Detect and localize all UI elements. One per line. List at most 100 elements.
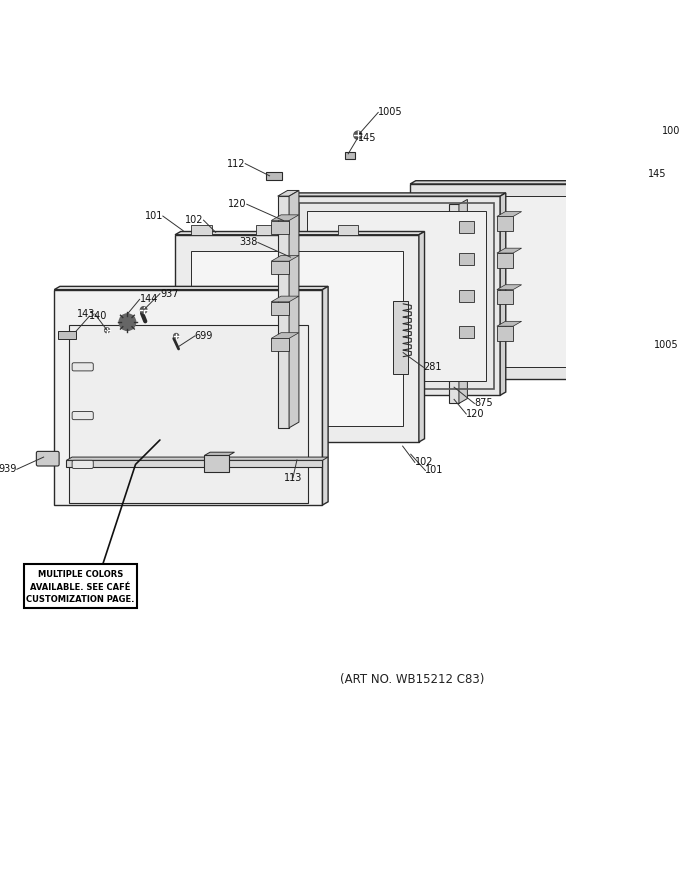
Text: 939: 939: [0, 465, 17, 474]
Text: 102: 102: [415, 458, 433, 467]
Polygon shape: [191, 442, 211, 454]
Text: 145: 145: [648, 169, 667, 180]
Polygon shape: [54, 290, 322, 505]
Polygon shape: [602, 204, 621, 219]
Polygon shape: [497, 248, 522, 253]
Polygon shape: [497, 285, 522, 290]
Text: 112: 112: [226, 158, 245, 169]
Circle shape: [634, 147, 642, 156]
Polygon shape: [205, 452, 235, 456]
FancyBboxPatch shape: [72, 412, 93, 420]
Polygon shape: [459, 221, 473, 232]
Polygon shape: [602, 282, 621, 297]
Text: 937: 937: [160, 289, 178, 298]
Bar: [265, 172, 282, 180]
Polygon shape: [277, 190, 299, 196]
Polygon shape: [67, 460, 322, 466]
Circle shape: [173, 334, 179, 339]
Text: 281: 281: [424, 363, 442, 372]
Polygon shape: [410, 184, 605, 379]
Polygon shape: [293, 196, 500, 395]
Polygon shape: [322, 286, 328, 505]
Polygon shape: [69, 325, 308, 502]
Polygon shape: [497, 216, 513, 231]
Polygon shape: [422, 196, 593, 367]
Polygon shape: [175, 231, 424, 235]
Polygon shape: [271, 333, 299, 339]
Bar: [621, 168, 630, 175]
Polygon shape: [293, 193, 506, 196]
Polygon shape: [497, 253, 513, 268]
FancyBboxPatch shape: [24, 564, 137, 608]
Text: 101: 101: [426, 466, 444, 475]
Polygon shape: [602, 313, 629, 318]
Polygon shape: [277, 196, 289, 428]
Text: MULTIPLE COLORS
AVAILABLE. SEE CAFÉ
CUSTOMIZATION PAGE.: MULTIPLE COLORS AVAILABLE. SEE CAFÉ CUST…: [26, 570, 135, 604]
Polygon shape: [271, 297, 299, 302]
Text: 338: 338: [239, 238, 258, 247]
Polygon shape: [393, 301, 407, 374]
Polygon shape: [410, 180, 611, 184]
Polygon shape: [271, 261, 289, 275]
Polygon shape: [459, 200, 467, 403]
Polygon shape: [497, 321, 522, 326]
Polygon shape: [289, 190, 299, 428]
Polygon shape: [240, 442, 260, 454]
FancyBboxPatch shape: [72, 363, 93, 370]
Polygon shape: [305, 442, 326, 454]
Circle shape: [354, 131, 362, 139]
Circle shape: [105, 328, 109, 333]
Text: 1005: 1005: [654, 340, 679, 350]
Text: 143: 143: [77, 309, 95, 319]
FancyBboxPatch shape: [72, 460, 93, 468]
Polygon shape: [271, 255, 299, 261]
Polygon shape: [497, 290, 513, 304]
Polygon shape: [271, 221, 289, 233]
Text: (ART NO. WB15212 C83): (ART NO. WB15212 C83): [340, 673, 484, 686]
Polygon shape: [497, 211, 522, 216]
Polygon shape: [602, 318, 621, 333]
Polygon shape: [271, 339, 289, 351]
Circle shape: [626, 278, 633, 285]
Polygon shape: [500, 193, 506, 395]
Polygon shape: [449, 204, 459, 403]
Polygon shape: [605, 180, 611, 379]
Circle shape: [626, 222, 633, 228]
FancyBboxPatch shape: [36, 451, 59, 466]
Text: 1005: 1005: [662, 126, 680, 136]
Text: 1005: 1005: [378, 107, 403, 117]
Polygon shape: [191, 225, 211, 235]
Text: 699: 699: [195, 331, 214, 341]
Polygon shape: [602, 276, 629, 282]
Polygon shape: [256, 225, 277, 235]
Polygon shape: [419, 231, 424, 442]
Text: 120: 120: [466, 409, 485, 419]
Polygon shape: [271, 302, 289, 315]
Polygon shape: [191, 251, 403, 426]
Polygon shape: [307, 211, 486, 381]
Polygon shape: [175, 235, 419, 442]
Text: 113: 113: [284, 473, 302, 483]
Polygon shape: [54, 286, 328, 290]
Polygon shape: [602, 200, 629, 204]
Polygon shape: [459, 326, 473, 339]
Polygon shape: [459, 253, 473, 265]
Polygon shape: [497, 326, 513, 341]
Polygon shape: [602, 241, 621, 255]
Bar: [58, 331, 76, 339]
Polygon shape: [337, 225, 358, 235]
Bar: [345, 152, 355, 158]
Text: 120: 120: [228, 199, 247, 209]
Polygon shape: [67, 457, 328, 460]
Text: 140: 140: [89, 312, 107, 321]
Circle shape: [140, 307, 147, 313]
Text: 102: 102: [185, 215, 203, 225]
Polygon shape: [271, 215, 299, 221]
Circle shape: [119, 314, 135, 330]
Text: 144: 144: [139, 295, 158, 304]
Polygon shape: [205, 456, 229, 472]
Polygon shape: [602, 236, 629, 241]
Polygon shape: [459, 290, 473, 302]
Circle shape: [626, 335, 633, 341]
Text: 101: 101: [144, 211, 163, 221]
